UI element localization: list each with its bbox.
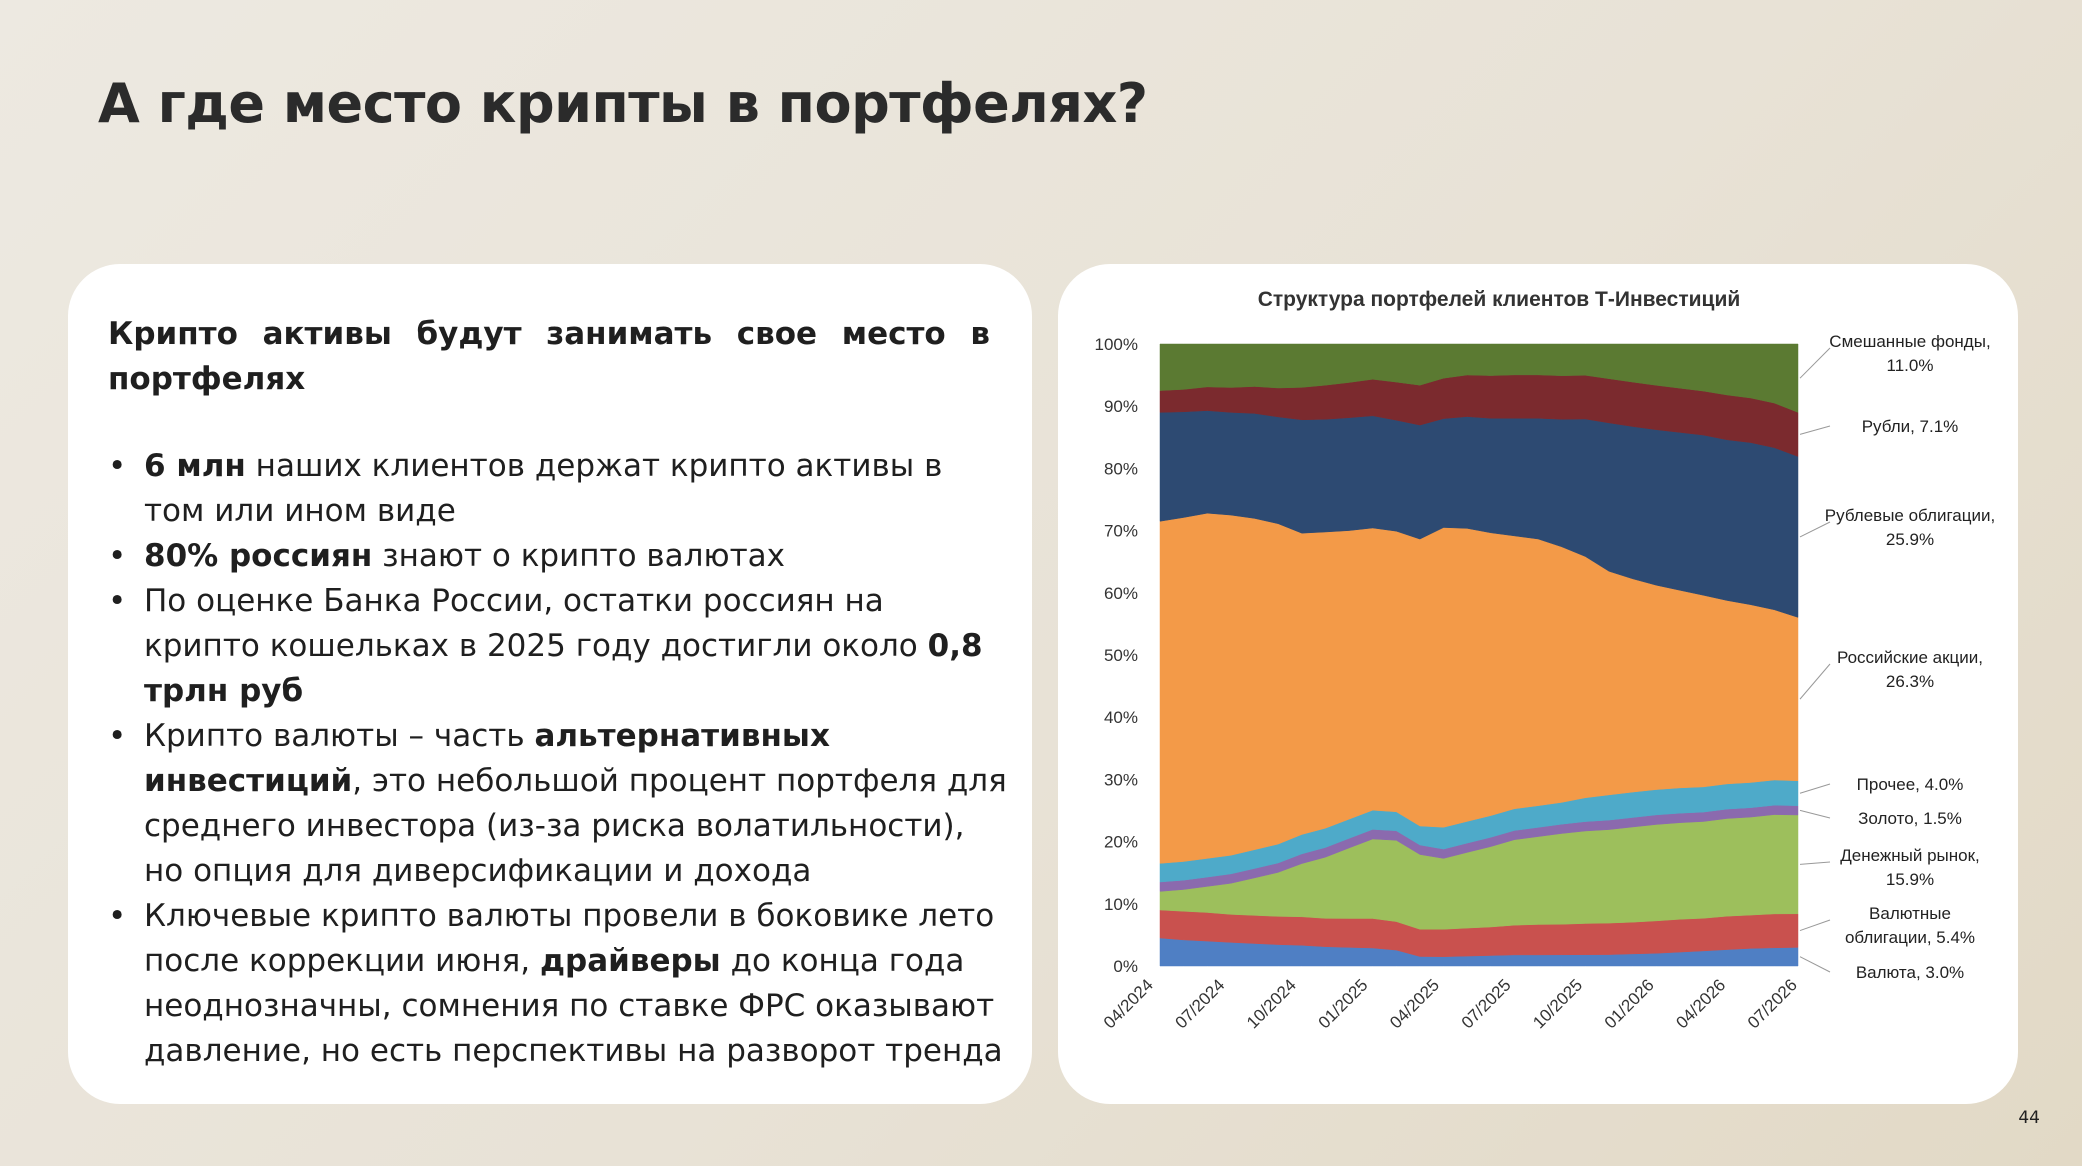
bullet-item: Ключевые крипто валюты провели в боковик… <box>108 894 1008 1074</box>
bullet-text: до конца года неоднозначны, сомнения по … <box>144 943 1003 1069</box>
series-label: Прочее, 4.0% <box>1857 775 1964 794</box>
bullet-bold-text: драйверы <box>539 943 721 979</box>
x-tick-label: 01/2025 <box>1315 975 1372 1032</box>
x-tick-label: 07/2026 <box>1744 975 1801 1032</box>
series-label: Валюта, 3.0% <box>1856 963 1964 982</box>
series-label: Российские акции, 26.3% <box>1837 648 1983 691</box>
y-tick-label: 80% <box>1104 459 1138 478</box>
bullet-list: 6 млн наших клиентов держат крипто актив… <box>108 444 1008 1074</box>
series-label: Рублевые облигации, 25.9% <box>1825 506 1995 549</box>
y-tick-label: 50% <box>1104 646 1138 665</box>
y-tick-label: 90% <box>1104 397 1138 416</box>
leader-line <box>1799 663 1831 700</box>
bullet-bold-text: альтернативных инвестиций <box>144 718 830 799</box>
y-tick-label: 40% <box>1104 708 1138 727</box>
y-tick-label: 60% <box>1104 584 1138 603</box>
leader-line <box>1799 956 1831 973</box>
x-tick-label: 04/2025 <box>1386 975 1443 1032</box>
x-tick-label: 10/2025 <box>1529 975 1586 1032</box>
x-tick-label: 04/2024 <box>1100 975 1157 1032</box>
chart-card: Структура портфелей клиентов Т-Инвестици… <box>1058 264 2018 1104</box>
y-tick-label: 100% <box>1095 335 1138 354</box>
series-label: Золото, 1.5% <box>1858 809 1962 828</box>
bullet-item: 80% россиян знают о крипто валютах <box>108 534 1008 579</box>
y-tick-label: 30% <box>1104 770 1138 789</box>
leader-line <box>1799 783 1831 794</box>
series-label: Денежный рынок, 15.9% <box>1840 846 1980 889</box>
leader-line <box>1799 425 1831 435</box>
text-card: Крипто активы будут занимать свое место … <box>68 264 1032 1104</box>
y-tick-label: 20% <box>1104 833 1138 852</box>
x-tick-label: 07/2024 <box>1171 975 1228 1032</box>
page-number: 44 <box>2018 1108 2040 1128</box>
bullet-text: По оценке Банка России, остатки россиян … <box>144 583 928 664</box>
x-tick-label: 07/2025 <box>1458 975 1515 1032</box>
leader-line <box>1799 521 1831 538</box>
x-tick-label: 01/2026 <box>1601 975 1658 1032</box>
series-label: Рубли, 7.1% <box>1862 417 1959 436</box>
portfolio-structure-chart: Структура портфелей клиентов Т-Инвестици… <box>1095 288 1996 1032</box>
bullet-item: По оценке Банка России, остатки россиян … <box>108 579 1008 714</box>
series-label: Валютные облигации, 5.4% <box>1845 904 1975 947</box>
bullet-bold-text: 0,8 трлн руб <box>144 628 983 709</box>
y-tick-label: 0% <box>1113 957 1138 976</box>
text-heading: Крипто активы будут занимать свое место … <box>108 316 990 397</box>
bullet-bold-text: 6 млн <box>144 448 246 484</box>
leader-line <box>1799 861 1831 865</box>
y-tick-label: 10% <box>1104 895 1138 914</box>
leader-line <box>1799 809 1831 819</box>
bullet-text: , это небольшой процент портфеля для сре… <box>144 763 1007 889</box>
bullet-text: знают о крипто валютах <box>372 538 785 574</box>
leader-line <box>1799 919 1831 932</box>
bullet-item: Крипто валюты – часть альтернативных инв… <box>108 714 1008 894</box>
slide-title: А где место крипты в портфелях? <box>98 72 1148 135</box>
chart-title: Структура портфелей клиентов Т-Инвестици… <box>1258 288 1741 311</box>
series-label: Смешанные фонды, 11.0% <box>1829 332 1990 375</box>
x-tick-label: 10/2024 <box>1243 975 1300 1032</box>
y-tick-label: 70% <box>1104 522 1138 541</box>
x-tick-label: 04/2026 <box>1672 975 1729 1032</box>
leader-line <box>1799 347 1831 379</box>
bullet-text: Ключевые крипто валюты провели в боковик… <box>144 898 995 979</box>
area-mixed-funds <box>1159 343 1799 413</box>
bullet-bold-text: 80% россиян <box>144 538 373 574</box>
bullet-text: Крипто валюты – часть <box>144 718 535 754</box>
bullet-text: наших клиентов держат крипто активы в то… <box>144 448 943 529</box>
bullet-item: 6 млн наших клиентов держат крипто актив… <box>108 444 1008 534</box>
